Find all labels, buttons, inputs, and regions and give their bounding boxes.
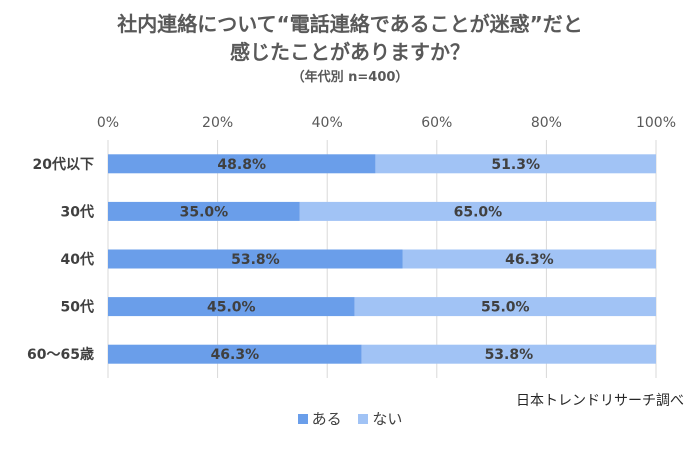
legend-item-aru: ある <box>297 408 342 429</box>
x-tick-label: 20% <box>202 115 233 131</box>
data-label: 35.0% <box>180 204 229 220</box>
category-label: 60〜65歳 <box>27 346 94 363</box>
bar-segment <box>108 154 376 174</box>
x-tick-label: 100% <box>636 115 676 131</box>
bar-segment <box>361 344 656 364</box>
data-label: 48.8% <box>217 157 266 173</box>
category-label: 40代 <box>61 251 94 268</box>
x-tick-label: 0% <box>97 115 119 131</box>
bar-segment <box>299 201 656 221</box>
bar-segment <box>375 154 656 174</box>
x-tick-label: 60% <box>421 115 452 131</box>
data-label: 55.0% <box>481 300 530 316</box>
category-label: 30代 <box>61 203 94 220</box>
data-label: 46.3% <box>211 347 260 363</box>
chart-title-line2: 感じたことがありますか？ <box>230 40 470 64</box>
bar-segment <box>108 201 300 221</box>
category-label: 50代 <box>61 299 94 316</box>
data-label: 53.8% <box>231 252 280 268</box>
bar-segment <box>108 344 362 364</box>
legend-swatch-aru <box>297 413 308 424</box>
bar-segment <box>402 249 656 269</box>
data-label: 45.0% <box>207 300 256 316</box>
chart-subtitle: （年代別 n=400） <box>291 70 409 85</box>
data-label: 46.3% <box>505 252 554 268</box>
chart-title-line1: 社内連絡について“電話連絡であることが迷惑”だと <box>117 12 583 36</box>
bar-segment <box>108 249 403 269</box>
legend-label-aru: ある <box>311 410 342 428</box>
legend-item-nai: ない <box>358 408 402 429</box>
category-label: 20代以下 <box>33 156 94 173</box>
source-note: 日本トレンドリサーチ調べ <box>516 393 684 409</box>
data-label: 51.3% <box>491 157 540 173</box>
legend-swatch-nai <box>358 413 369 424</box>
x-tick-label: 40% <box>312 115 343 131</box>
x-tick-label: 80% <box>531 115 562 131</box>
bar-segment <box>354 297 656 317</box>
legend: ある ない <box>0 408 700 429</box>
data-label: 53.8% <box>485 347 534 363</box>
data-label: 65.0% <box>454 204 503 220</box>
legend-label-nai: ない <box>372 410 403 428</box>
bar-segment <box>108 297 355 317</box>
